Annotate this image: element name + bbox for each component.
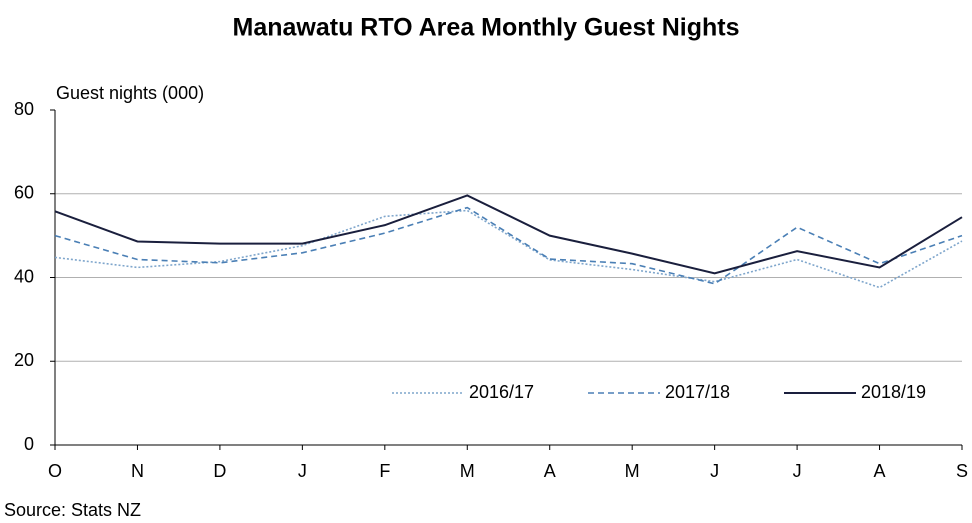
x-tick-label: D (213, 461, 226, 481)
y-tick-label: 0 (24, 434, 34, 454)
x-tick-label: J (710, 461, 719, 481)
source: Source: Stats NZ (4, 500, 141, 520)
y-tick-label: 40 (14, 266, 34, 286)
x-tick-label: F (379, 461, 390, 481)
x-tick-label: S (956, 461, 968, 481)
x-tick-label: M (460, 461, 475, 481)
y-axis-label: Guest nights (000) (56, 83, 204, 103)
chart-title: Manawatu RTO Area Monthly Guest Nights (233, 14, 740, 42)
x-tick-label: A (544, 461, 556, 481)
x-tick-label: J (298, 461, 307, 481)
legend-label: 2018/19 (861, 382, 926, 402)
y-tick-label: 20 (14, 350, 34, 370)
legend-label: 2017/18 (665, 382, 730, 402)
x-tick-label: J (793, 461, 802, 481)
series-line (54, 206, 963, 285)
x-tick-label: A (874, 461, 886, 481)
y-tick-label: 60 (14, 183, 34, 203)
series-line (54, 209, 963, 289)
legend-label: 2016/17 (469, 382, 534, 402)
x-tick-label: M (625, 461, 640, 481)
x-tick-label: O (48, 461, 62, 481)
y-tick-label: 80 (14, 99, 34, 119)
x-tick-label: N (131, 461, 144, 481)
series-line (54, 194, 963, 275)
